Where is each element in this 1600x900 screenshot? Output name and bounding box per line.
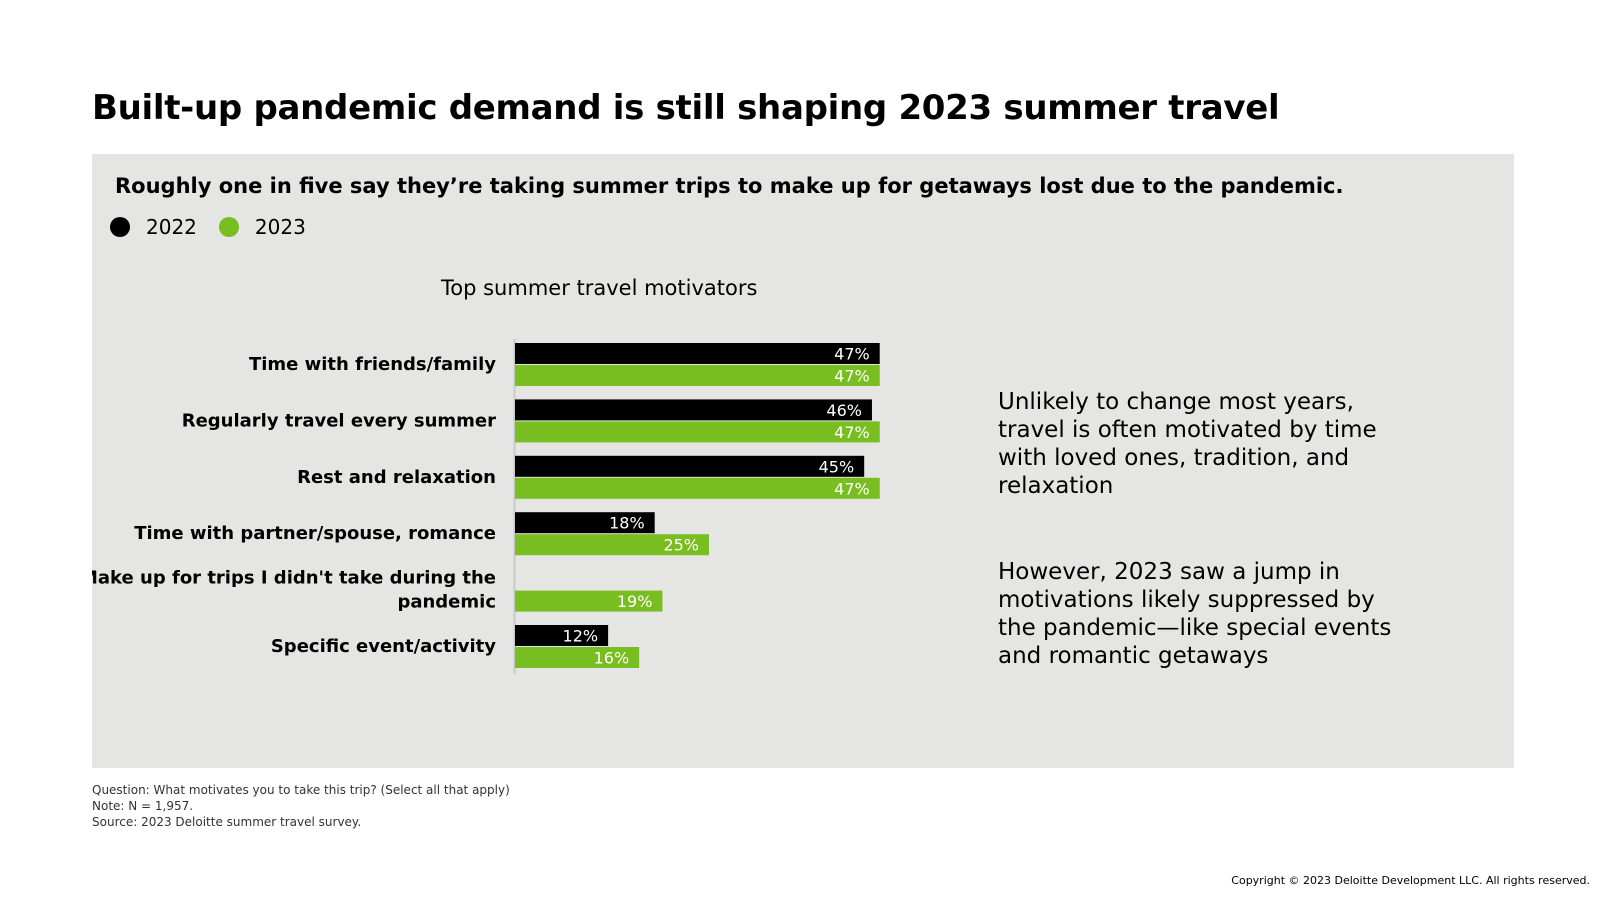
bar-value-label: 47% — [834, 423, 870, 442]
bar-value-label: 16% — [594, 649, 630, 668]
legend: 2022 2023 — [110, 215, 328, 239]
bar-chart: Time with friends/family 47% 47% Regularly … — [92, 339, 880, 674]
footnote-note: Note: N = 1,957. — [92, 799, 194, 813]
bar-2022 — [515, 512, 655, 534]
legend-label-2022: 2022 — [146, 215, 197, 239]
bar-2022 — [515, 399, 872, 421]
category-label: Make up for trips I didn't take during t… — [92, 568, 496, 589]
legend-swatch-2022 — [110, 217, 130, 237]
bar-value-label: 47% — [834, 367, 870, 386]
category-label: Time with friends/family — [249, 354, 496, 375]
bar-2023 — [515, 647, 640, 668]
chart-title: Top summer travel motivators — [441, 276, 758, 300]
legend-item-2022: 2022 — [110, 215, 197, 239]
category-label: Rest and relaxation — [297, 467, 496, 488]
insight-text-1: Unlikely to change most years, travel is… — [998, 389, 1377, 499]
bar-value-label: 47% — [834, 345, 870, 364]
chart-panel: Roughly one in five say they’re taking s… — [92, 154, 1514, 768]
bar-2022 — [515, 343, 880, 364]
footnotes: Question: What motivates you to take thi… — [92, 782, 510, 830]
bar-value-label: 12% — [563, 627, 599, 646]
bar-value-label: 46% — [826, 401, 862, 420]
bar-2023 — [515, 590, 663, 612]
category-label: Specific event/activity — [271, 636, 496, 657]
footnote-source: Source: 2023 Deloitte summer travel surv… — [92, 815, 362, 829]
bar-2023 — [515, 421, 880, 443]
insight-text-2: However, 2023 saw a jump in motivations … — [998, 559, 1392, 669]
bar-value-label: 18% — [609, 514, 645, 533]
legend-label-2023: 2023 — [254, 215, 306, 239]
bar-value-label: 45% — [819, 457, 855, 476]
footnote-question: Question: What motivates you to take thi… — [92, 783, 510, 797]
legend-item-2023: 2023 — [218, 215, 306, 239]
bar-2022 — [515, 625, 609, 646]
bar-2023 — [515, 365, 880, 386]
legend-swatch-2023 — [218, 217, 239, 237]
bar-2022 — [515, 455, 865, 477]
bar-value-label: 19% — [617, 592, 653, 611]
category-label: Regularly travel every summer — [182, 410, 496, 431]
bar-value-label: 47% — [834, 479, 870, 498]
bar-2023 — [515, 534, 709, 556]
bar-value-label: 25% — [663, 536, 699, 555]
category-label: Time with partner/spouse, romance — [134, 523, 496, 544]
page-title: Built-up pandemic demand is still shapin… — [92, 88, 1280, 128]
chart-subtitle: Roughly one in five say they’re taking s… — [115, 174, 1344, 198]
bar-2023 — [515, 477, 880, 499]
category-label: pandemic — [397, 592, 496, 613]
copyright: Copyright © 2023 Deloitte Development LL… — [1231, 874, 1590, 887]
